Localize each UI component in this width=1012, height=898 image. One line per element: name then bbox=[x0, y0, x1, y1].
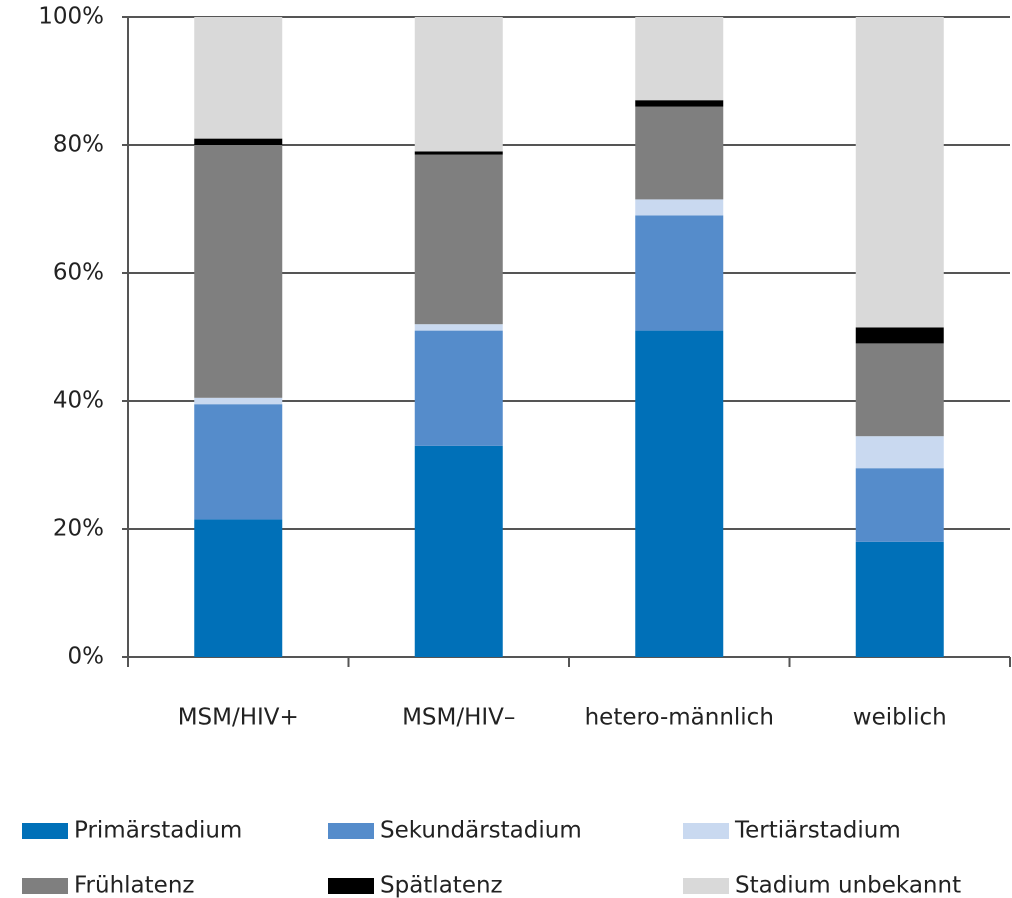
bar-segment bbox=[414, 445, 503, 657]
bar-segment bbox=[855, 327, 944, 344]
legend-swatch bbox=[683, 823, 729, 839]
bar-segment bbox=[414, 151, 503, 155]
x-tick-label: weiblich bbox=[853, 705, 947, 731]
legend-label: Primärstadium bbox=[74, 818, 242, 844]
bar-segment bbox=[635, 199, 724, 216]
legend-label: Spätlatenz bbox=[380, 873, 503, 898]
bar-segment bbox=[855, 541, 944, 657]
legend-swatch bbox=[683, 878, 729, 894]
x-tick-label: hetero-männlich bbox=[585, 705, 774, 731]
legend-label: Stadium unbekannt bbox=[735, 873, 961, 898]
legend-label: Sekundärstadium bbox=[380, 818, 582, 844]
y-tick-label: 20% bbox=[53, 516, 104, 542]
bar-segment bbox=[414, 324, 503, 331]
y-tick-label: 0% bbox=[68, 644, 105, 670]
y-tick-label: 80% bbox=[53, 132, 104, 158]
legend-swatch bbox=[22, 823, 68, 839]
bar-segment bbox=[414, 330, 503, 446]
bar-segment bbox=[194, 145, 283, 398]
x-tick-label: MSM/HIV– bbox=[402, 705, 515, 731]
legend-label: Tertiärstadium bbox=[734, 818, 901, 844]
legend-swatch bbox=[328, 878, 374, 894]
bar-segment bbox=[635, 215, 724, 331]
bar-segment bbox=[855, 343, 944, 437]
legend-swatch bbox=[328, 823, 374, 839]
bar-segment bbox=[194, 519, 283, 657]
bar-segment bbox=[855, 468, 944, 542]
bar-segment bbox=[414, 154, 503, 325]
legend-label: Frühlatenz bbox=[74, 873, 194, 898]
y-tick-label: 40% bbox=[53, 388, 104, 414]
bar-segment bbox=[194, 397, 283, 405]
legend-swatch bbox=[22, 878, 68, 894]
bar-segment bbox=[194, 404, 283, 520]
y-tick-label: 100% bbox=[38, 4, 104, 30]
bar-segment bbox=[635, 17, 724, 101]
bar-segment bbox=[635, 330, 724, 657]
bar-segment bbox=[194, 138, 283, 145]
bar-segment bbox=[635, 100, 724, 107]
bar-segment bbox=[414, 17, 503, 152]
bar-segment bbox=[194, 17, 283, 139]
bar-segment bbox=[635, 106, 724, 200]
bar-segment bbox=[855, 436, 944, 469]
y-tick-label: 60% bbox=[53, 260, 104, 286]
bar-segment bbox=[855, 17, 944, 328]
x-tick-label: MSM/HIV+ bbox=[178, 705, 299, 731]
